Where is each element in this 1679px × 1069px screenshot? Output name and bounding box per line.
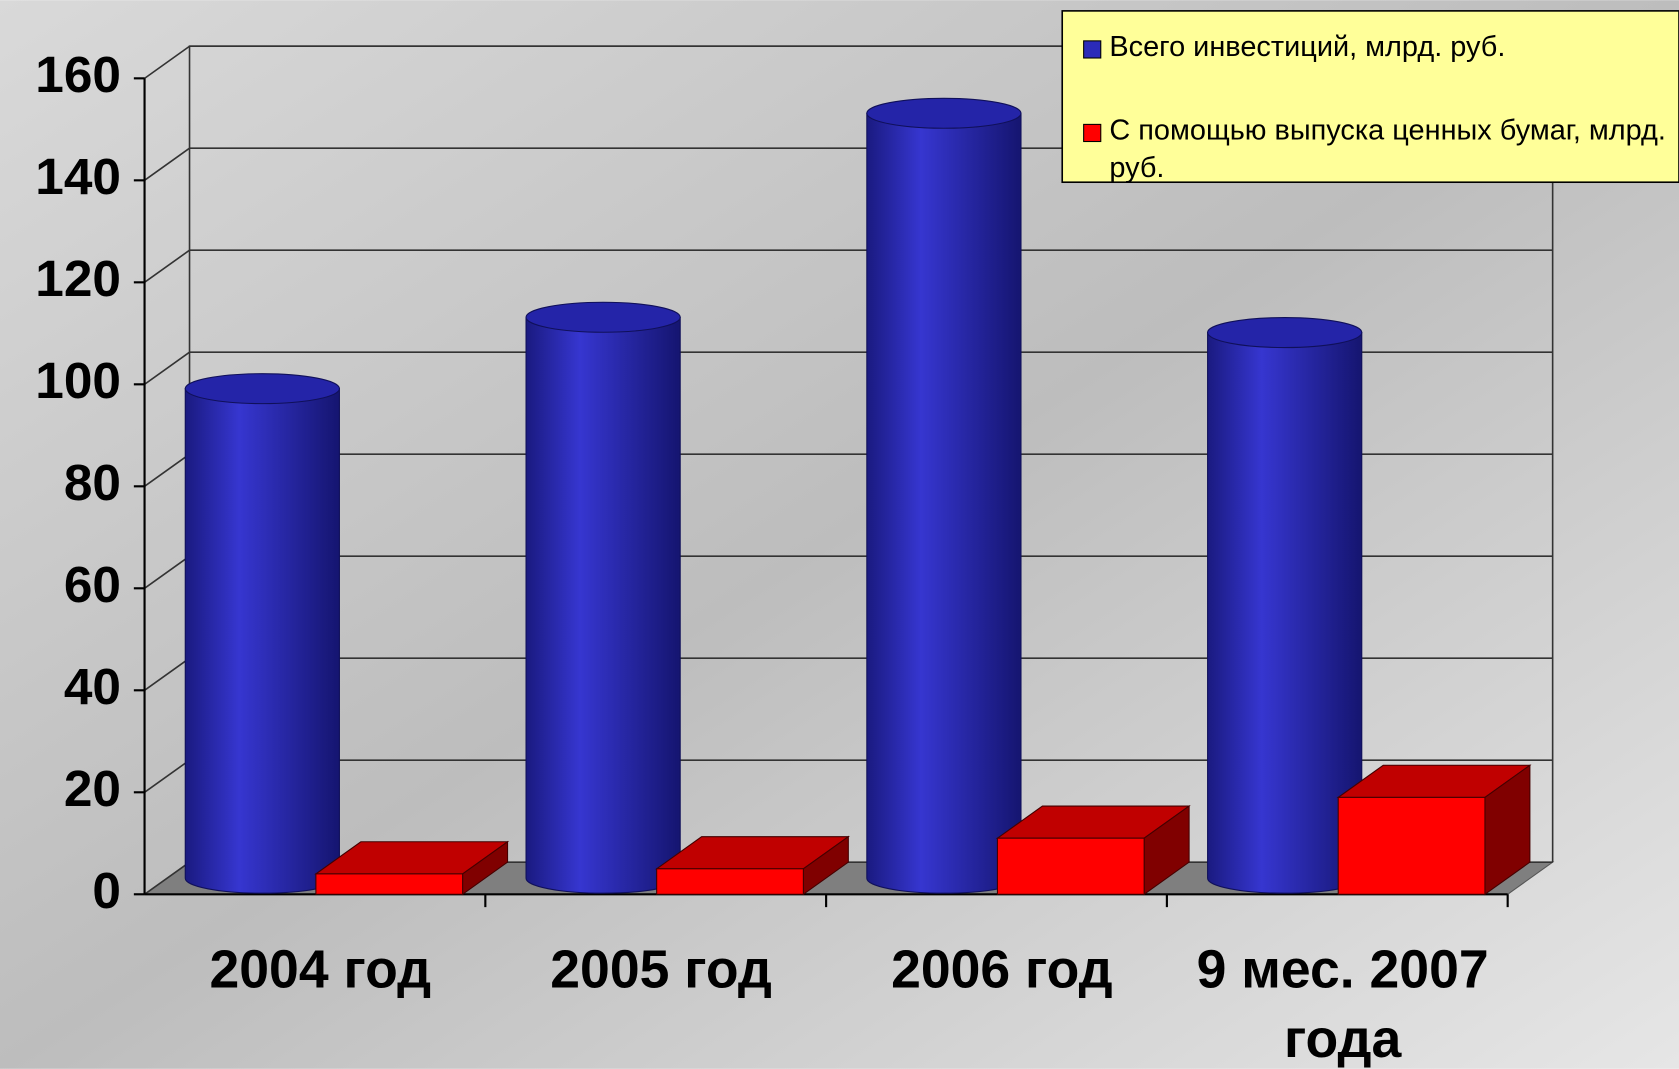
bar xyxy=(656,868,804,895)
cylinder xyxy=(525,316,681,894)
bar xyxy=(315,873,464,895)
y-tick-label: 40 xyxy=(64,657,121,715)
cylinder-top xyxy=(184,373,340,405)
x-label-box: 2005 год xyxy=(550,939,772,1000)
y-tick-label: 60 xyxy=(64,555,121,613)
x-label-box: 9 мес. 2007 года xyxy=(1196,939,1489,1069)
y-tick-label: 80 xyxy=(64,453,121,511)
x-tick-label: 2006 год xyxy=(891,939,1113,1000)
x-label-box: 2004 год xyxy=(209,939,432,1000)
bar xyxy=(1337,796,1486,895)
legend-swatch xyxy=(1083,123,1102,143)
y-tick-label: 140 xyxy=(35,147,121,205)
grid-line-side xyxy=(144,147,190,181)
x-tick-label: 9 мес. 2007 года xyxy=(1196,939,1489,1069)
legend-label: С помощью выпуска ценных бумаг, млрд. ру… xyxy=(1109,113,1666,184)
cylinder-top xyxy=(866,97,1022,129)
legend-text-box: Всего инвестиций, млрд. руб. xyxy=(1109,30,1506,63)
grid-line-side xyxy=(144,555,190,589)
cylinder-top xyxy=(525,301,681,333)
y-tick-label: 120 xyxy=(35,249,121,307)
cylinder-top xyxy=(1207,317,1363,349)
bar xyxy=(996,837,1145,895)
grid-line-side xyxy=(144,657,190,691)
cylinder xyxy=(184,388,340,894)
x-label-box: 2006 год xyxy=(891,939,1113,1000)
grid-line-side xyxy=(144,861,190,895)
legend-box xyxy=(1061,10,1679,184)
grid-line-side xyxy=(144,759,190,793)
y-tick-label: 20 xyxy=(64,759,121,817)
y-tick-label: 100 xyxy=(35,351,121,409)
grid-line-side xyxy=(144,45,190,79)
legend-label: Всего инвестиций, млрд. руб. xyxy=(1109,30,1506,63)
grid-line-side xyxy=(144,453,190,487)
y-tick-label: 160 xyxy=(35,45,121,103)
legend-swatch xyxy=(1083,40,1102,59)
legend-text-box: С помощью выпуска ценных бумаг, млрд. ру… xyxy=(1109,113,1666,184)
x-tick-label: 2005 год xyxy=(550,939,772,1000)
grid-line-side xyxy=(144,351,190,385)
y-tick-label: 0 xyxy=(92,861,121,919)
x-tick-label: 2004 год xyxy=(209,939,432,1000)
cylinder xyxy=(866,112,1022,894)
grid-line-side xyxy=(144,249,190,283)
